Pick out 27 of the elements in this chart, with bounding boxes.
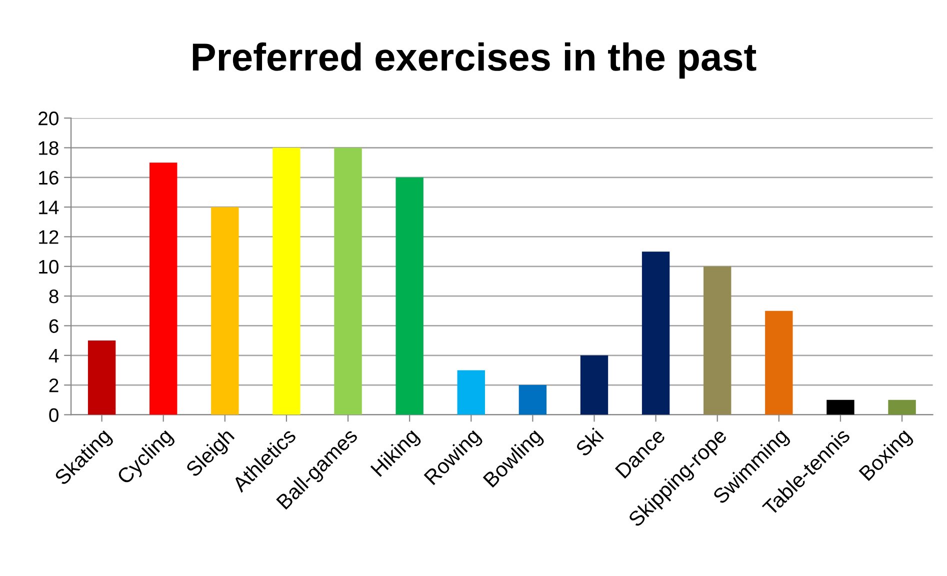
y-tick-label: 8	[49, 290, 58, 304]
bar	[334, 148, 362, 415]
bar	[704, 266, 732, 415]
bar	[396, 177, 424, 415]
x-tick-label: Ski	[574, 428, 604, 458]
bar	[457, 370, 485, 415]
y-tick-label: 6	[49, 319, 58, 333]
bar	[518, 385, 547, 415]
y-tick-label: 16	[39, 170, 58, 185]
bar	[272, 148, 300, 415]
bar	[826, 400, 854, 415]
y-tick-label: 20	[38, 112, 58, 126]
y-tick-label: 18	[39, 141, 58, 155]
y-tick-label: 10	[39, 260, 58, 274]
y-tick-label: 14	[39, 200, 59, 214]
bar	[150, 162, 178, 415]
chart-title: Preferred exercises in the past	[192, 42, 756, 79]
y-tick-label: 4	[48, 349, 59, 362]
bar	[211, 207, 239, 415]
bar	[888, 400, 916, 415]
y-tick-label: 0	[49, 408, 58, 422]
bar	[642, 252, 670, 415]
y-tick-label: 12	[39, 230, 58, 244]
bar	[765, 310, 793, 415]
bar	[88, 340, 116, 415]
bar	[580, 355, 608, 415]
y-tick-label: 2	[49, 378, 58, 392]
